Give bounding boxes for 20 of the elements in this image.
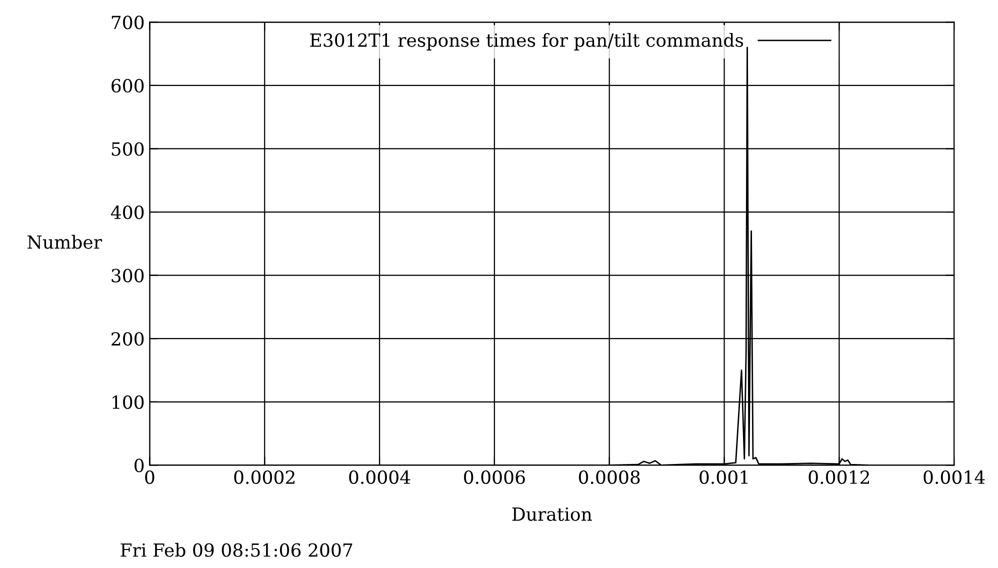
x-tick-label: 0.0004 [349,470,410,484]
x-tick-label: 0.0002 [234,470,294,484]
x-tick-label: 0.001 [700,470,748,484]
y-tick-label: 700 [112,16,144,30]
y-axis-title: Number [28,234,102,249]
y-tick-label: 300 [112,268,144,282]
x-tick-label: 0.0006 [464,470,525,484]
text: Fri Feb 09 08:51:06 2007 [120,542,352,557]
x-tick-label: 0.0012 [808,470,869,484]
legend-label: E3012T1 response times for pan/tilt commands [310,32,744,50]
y-tick-label: 400 [110,205,144,220]
y-tick-label: 200 [112,332,144,346]
y-tick-label: 500 [112,142,144,156]
y-tick-label: 0 [134,458,144,472]
y-tick-label: 100 [112,395,144,410]
x-tick-label: 0 [145,470,154,484]
x-tick-label: 0.0008 [578,470,640,484]
x-tick-label: 0.0014 [924,470,985,484]
x-axis-title: Duration [512,507,592,521]
y-tick-label: 600 [112,78,144,93]
